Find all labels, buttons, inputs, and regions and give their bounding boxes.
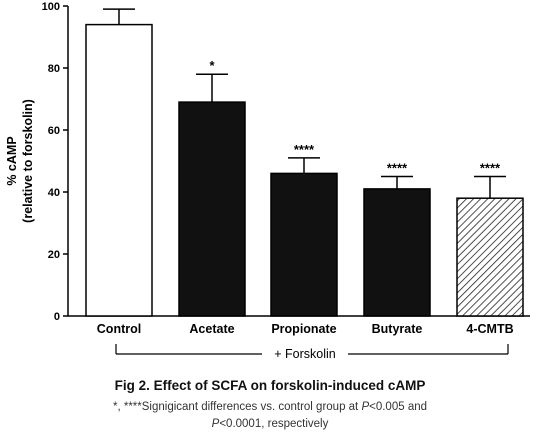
significance-marker: * bbox=[209, 58, 215, 73]
significance-marker: **** bbox=[480, 161, 501, 176]
bars bbox=[85, 8, 524, 317]
caption-note-prefix: *, ****Signigicant differences vs. contr… bbox=[112, 401, 362, 413]
caption-p-symbol: P bbox=[211, 418, 220, 430]
bracket-label: + Forskolin bbox=[274, 347, 336, 361]
figure-caption-title: Fig 2. Effect of SCFA on forskolin-induc… bbox=[114, 378, 426, 393]
x-tick-label: Control bbox=[97, 322, 141, 336]
x-tick-label: Propionate bbox=[271, 322, 336, 336]
y-tick-label: 0 bbox=[54, 311, 60, 323]
y-tick-label: 20 bbox=[48, 249, 60, 261]
y-tick-label: 80 bbox=[48, 63, 60, 75]
caption-note-suffix: <0.0001, respectively bbox=[219, 418, 329, 430]
caption-note-mid: <0.005 and bbox=[369, 401, 428, 413]
y-tick-label: 60 bbox=[48, 125, 60, 137]
y-tick-label: 100 bbox=[42, 1, 60, 13]
figure-caption-note: *, ****Signigicant differences vs. contr… bbox=[0, 399, 540, 433]
bar-chart: 0 20 40 60 80 100 % cAMP (relative to forskolin… bbox=[5, 1, 530, 361]
caption-p-symbol: P bbox=[361, 401, 370, 413]
bar-acetate bbox=[178, 101, 246, 317]
x-tick-label: Acetate bbox=[189, 322, 234, 336]
bar-propionate bbox=[270, 172, 338, 317]
y-tick-label: 40 bbox=[48, 187, 60, 199]
y-axis-title: % cAMP bbox=[5, 136, 19, 185]
x-tick-label: 4-CMTB bbox=[466, 322, 513, 336]
bar-control bbox=[85, 23, 153, 317]
labels: 0 20 40 60 80 100 % cAMP (relative to forskolin… bbox=[5, 1, 514, 361]
x-tick-label: Butyrate bbox=[372, 322, 423, 336]
significance-marker: **** bbox=[294, 142, 315, 157]
y-axis-subtitle: (relative to forskolin) bbox=[21, 99, 35, 223]
bar-butyrate bbox=[363, 188, 431, 317]
significance-marker: **** bbox=[387, 161, 408, 176]
bar-4-cmtb bbox=[456, 197, 524, 317]
